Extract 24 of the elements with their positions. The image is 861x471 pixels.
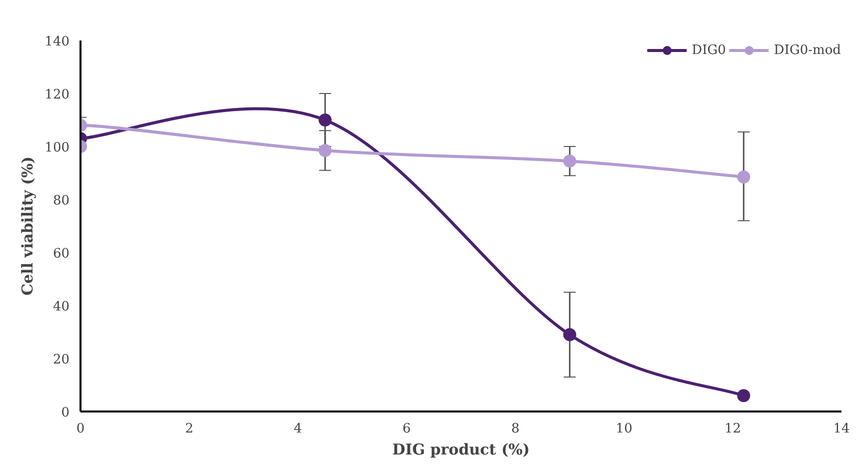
y-tick-label: 80 [52,194,70,208]
y-tick-label: 0 [61,406,70,420]
x-axis-title: DIG product (%) [392,440,530,458]
y-tick-label: 20 [52,352,70,368]
y-tick-label: 100 [44,140,70,156]
point [563,328,576,342]
y-tick-label: 60 [52,246,70,262]
y-tick-label: 120 [44,88,70,102]
y-axis-title: Cell viability (%) [18,156,37,296]
legend-label: DIG0 [692,42,726,58]
point [563,154,576,168]
legend-label: DIG0-mod [774,42,841,58]
y-tick-label: 140 [44,34,70,50]
x-tick-label: 10 [616,422,632,436]
x-tick-label: 12 [724,422,742,436]
x-tick-label: 6 [402,422,411,436]
y-tick-label: 40 [52,300,70,314]
point [737,170,750,184]
x-tick-label: 4 [294,422,302,436]
x-tick-label: 8 [511,422,520,436]
point [737,389,750,402]
x-tick-label: 14 [833,422,850,436]
x-tick-label: 2 [185,422,194,436]
x-tick-label: 0 [76,422,85,436]
